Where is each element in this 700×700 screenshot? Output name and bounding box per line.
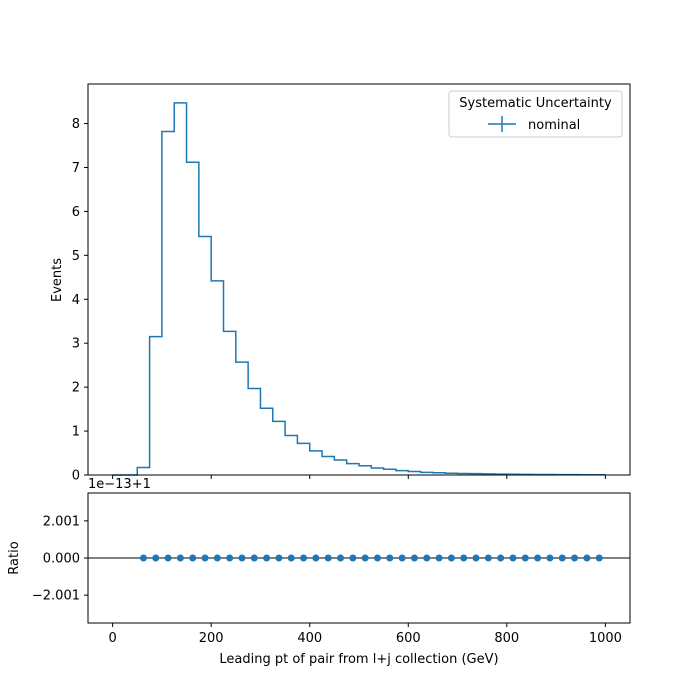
ratio-point — [373, 554, 381, 562]
main-y-axis-label: Events — [50, 258, 65, 302]
ratio-point — [571, 554, 579, 562]
ratio-point — [361, 554, 369, 562]
main-y-tick-label: 8 — [72, 117, 80, 132]
ratio-point — [398, 554, 406, 562]
ratio-point — [386, 554, 394, 562]
ratio-point — [410, 554, 418, 562]
ratio-point — [558, 554, 566, 562]
x-tick-label: 800 — [494, 631, 519, 646]
main-plot-frame — [87, 83, 631, 476]
ratio-point — [595, 554, 603, 562]
ratio-point — [337, 554, 345, 562]
main-plot-area — [88, 84, 630, 475]
ratio-point — [583, 554, 591, 562]
x-tick-label: 400 — [297, 631, 322, 646]
ratio-point — [300, 554, 308, 562]
ratio-point — [349, 554, 357, 562]
ratio-point — [176, 554, 184, 562]
ratio-point — [139, 554, 147, 562]
main-y-tick-label: 4 — [72, 293, 80, 308]
ratio-point — [509, 554, 517, 562]
ratio-y-ticks: −2.001 0.000 2.001 — [32, 514, 88, 604]
ratio-y-tick-label: 2.001 — [43, 514, 80, 529]
ratio-point — [324, 554, 332, 562]
x-tick-label: 200 — [199, 631, 224, 646]
x-tick-label: 600 — [396, 631, 421, 646]
ratio-point — [287, 554, 295, 562]
ratio-point — [312, 554, 320, 562]
ratio-y-tick-label: 0.000 — [43, 552, 80, 567]
ratio-plot-frame — [87, 492, 631, 624]
ratio-y-tick-label: −2.001 — [32, 589, 80, 604]
main-y-tick-label: 5 — [72, 249, 80, 264]
legend-marker-nominal — [488, 116, 516, 132]
main-y-tick-label: 0 — [72, 469, 80, 484]
ratio-point — [213, 554, 221, 562]
ratio-point — [164, 554, 172, 562]
ratio-points — [139, 554, 603, 562]
main-y-tick-label: 1 — [72, 425, 80, 440]
main-y-tick-label: 2 — [72, 381, 80, 396]
main-y-ticks: 0 1 2 3 4 5 6 7 8 — [72, 117, 88, 484]
legend-title: Systematic Uncertainty — [459, 96, 612, 111]
ratio-y-axis-label: Ratio — [7, 541, 22, 574]
x-tick-label: 1000 — [589, 631, 622, 646]
main-panel: 0 1 2 3 4 5 6 7 8 Events Systematic Uncertainty … — [50, 83, 631, 484]
ratio-point — [263, 554, 271, 562]
ratio-point — [472, 554, 480, 562]
ratio-point — [275, 554, 283, 562]
main-y-tick-label: 3 — [72, 337, 80, 352]
ratio-point — [484, 554, 492, 562]
histogram-step-line — [112, 102, 606, 476]
x-tick-label: 0 — [108, 631, 116, 646]
ratio-point — [435, 554, 443, 562]
ratio-point — [238, 554, 246, 562]
ratio-point — [250, 554, 258, 562]
ratio-point — [460, 554, 468, 562]
legend-entry-nominal: nominal — [528, 118, 580, 133]
legend: Systematic Uncertainty nominal — [448, 90, 623, 138]
ratio-point — [534, 554, 542, 562]
ratio-x-ticks: 0 200 400 600 800 1000 — [108, 623, 622, 646]
x-axis-label: Leading pt of pair from l+j collection (… — [219, 652, 498, 667]
ratio-point — [423, 554, 431, 562]
ratio-point — [152, 554, 160, 562]
main-y-tick-label: 7 — [72, 161, 80, 176]
ratio-point — [226, 554, 234, 562]
main-x-ticks — [112, 475, 606, 479]
ratio-offset-label: 1e−13+1 — [88, 477, 151, 492]
ratio-point — [521, 554, 529, 562]
main-y-tick-label: 6 — [72, 205, 80, 220]
ratio-point — [546, 554, 554, 562]
legend-box — [448, 90, 623, 138]
ratio-point — [447, 554, 455, 562]
ratio-point — [201, 554, 209, 562]
ratio-point — [497, 554, 505, 562]
ratio-panel: −2.001 0.000 2.001 0 200 400 600 800 1000 1e−13… — [7, 477, 631, 667]
ratio-point — [189, 554, 197, 562]
